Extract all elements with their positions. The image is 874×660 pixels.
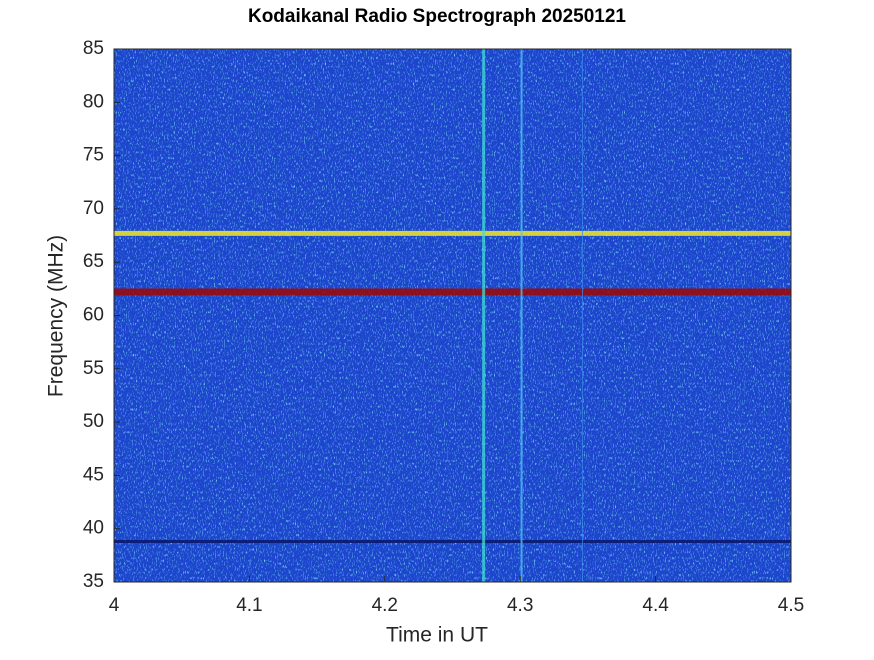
y-tick-label: 35: [83, 571, 104, 592]
plot-area: [114, 49, 791, 582]
y-tick-label: 40: [83, 518, 104, 539]
y-tick-label: 55: [83, 358, 104, 379]
x-tick-label: 4.5: [778, 595, 804, 616]
x-tick-label: 4.1: [236, 595, 262, 616]
x-tick-label: 4.3: [507, 595, 533, 616]
y-tick-label: 45: [83, 464, 104, 485]
y-tick-label: 70: [83, 198, 104, 219]
y-tick-label: 50: [83, 411, 104, 432]
spectrogram-noise: [114, 49, 791, 582]
chart-title: Kodaikanal Radio Spectrograph 20250121: [248, 6, 626, 27]
y-tick-label: 80: [83, 91, 104, 112]
y-tick-label: 85: [83, 38, 104, 59]
x-axis-label: Time in UT: [386, 624, 488, 647]
y-tick-label: 75: [83, 145, 104, 166]
y-tick-label: 65: [83, 251, 104, 272]
x-tick-label: 4.2: [372, 595, 398, 616]
y-axis-label: Frequency (MHz): [45, 235, 68, 397]
x-tick-label: 4.4: [642, 595, 669, 616]
y-tick-label: 60: [83, 305, 104, 326]
x-tick-label: 4: [109, 595, 120, 616]
